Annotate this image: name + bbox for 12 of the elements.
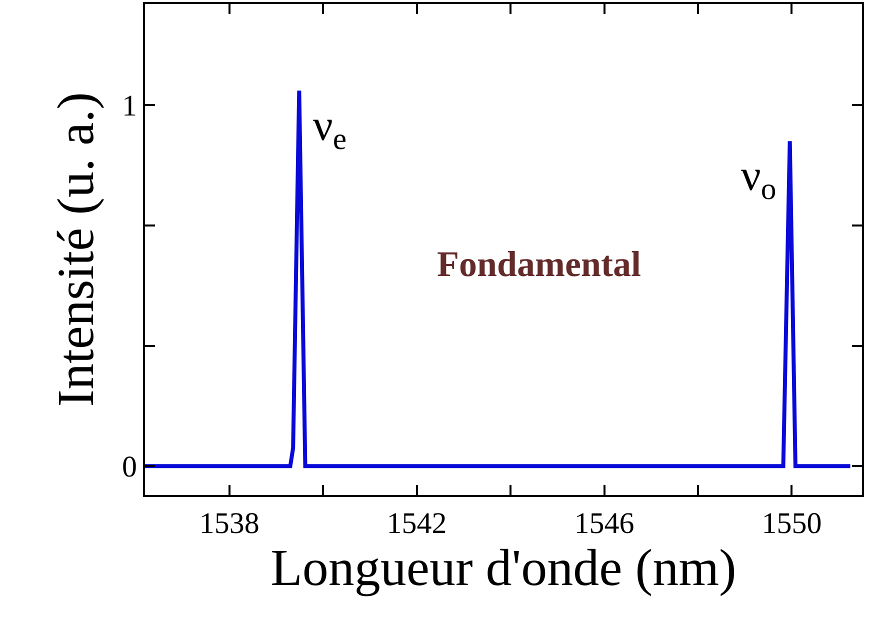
x-tick-label: 1542: [386, 507, 447, 540]
x-tick-label: 1550: [762, 507, 822, 540]
y-tick-label: 1: [122, 90, 137, 123]
annotation: Fondamental: [437, 244, 642, 284]
y-axis-title: Intensité (u. a.): [48, 92, 105, 407]
x-tick-label: 1538: [199, 507, 260, 540]
y-tick-label: 0: [122, 450, 137, 484]
annotation: ν$_{e}$: [313, 101, 347, 156]
annotation: ν$_{o}$: [741, 151, 776, 206]
x-tick-label: 1546: [574, 507, 634, 540]
x-axis-title: Longueur d'onde (nm): [270, 540, 736, 597]
line-series: [145, 88, 852, 468]
